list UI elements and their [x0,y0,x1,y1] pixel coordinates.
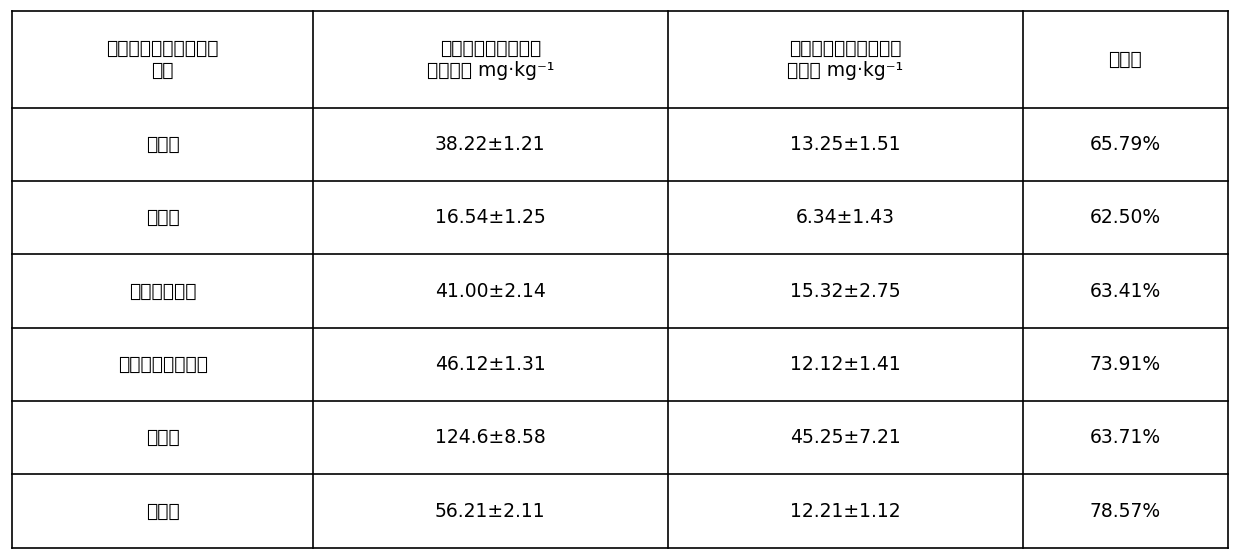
Text: 15.32±2.75: 15.32±2.75 [790,282,900,301]
Text: 黄瓜根际土壤中的自毒
物质: 黄瓜根际土壤中的自毒 物质 [107,39,218,80]
Text: 对羟基苯甲酸: 对羟基苯甲酸 [129,282,196,301]
Text: 46.12±1.31: 46.12±1.31 [435,355,546,374]
Text: 降解率: 降解率 [1109,50,1142,69]
Text: 复合菌剂处理前自毒
物质含量 mg·kg⁻¹: 复合菌剂处理前自毒 物质含量 mg·kg⁻¹ [427,39,554,80]
Text: 38.22±1.21: 38.22±1.21 [435,135,546,154]
Text: 苯甲酸: 苯甲酸 [146,428,180,447]
Text: 复合菌剂处理后自毒物
质含量 mg·kg⁻¹: 复合菌剂处理后自毒物 质含量 mg·kg⁻¹ [787,39,904,80]
Text: 13.25±1.51: 13.25±1.51 [790,135,900,154]
Text: 香草醛: 香草醛 [146,209,180,228]
Text: 56.21±2.11: 56.21±2.11 [435,501,546,520]
Text: 12.12±1.41: 12.12±1.41 [790,355,900,374]
Text: 62.50%: 62.50% [1090,209,1161,228]
Text: 45.25±7.21: 45.25±7.21 [790,428,900,447]
Text: 肉桂酸: 肉桂酸 [146,501,180,520]
Text: 邻苯二甲酸二丁酯: 邻苯二甲酸二丁酯 [118,355,207,374]
Text: 6.34±1.43: 6.34±1.43 [796,209,895,228]
Text: 41.00±2.14: 41.00±2.14 [435,282,546,301]
Text: 12.21±1.12: 12.21±1.12 [790,501,900,520]
Text: 63.71%: 63.71% [1090,428,1161,447]
Text: 阿魏酸: 阿魏酸 [146,135,180,154]
Text: 65.79%: 65.79% [1090,135,1161,154]
Text: 63.41%: 63.41% [1090,282,1161,301]
Text: 78.57%: 78.57% [1090,501,1161,520]
Text: 73.91%: 73.91% [1090,355,1161,374]
Text: 124.6±8.58: 124.6±8.58 [435,428,546,447]
Text: 16.54±1.25: 16.54±1.25 [435,209,546,228]
